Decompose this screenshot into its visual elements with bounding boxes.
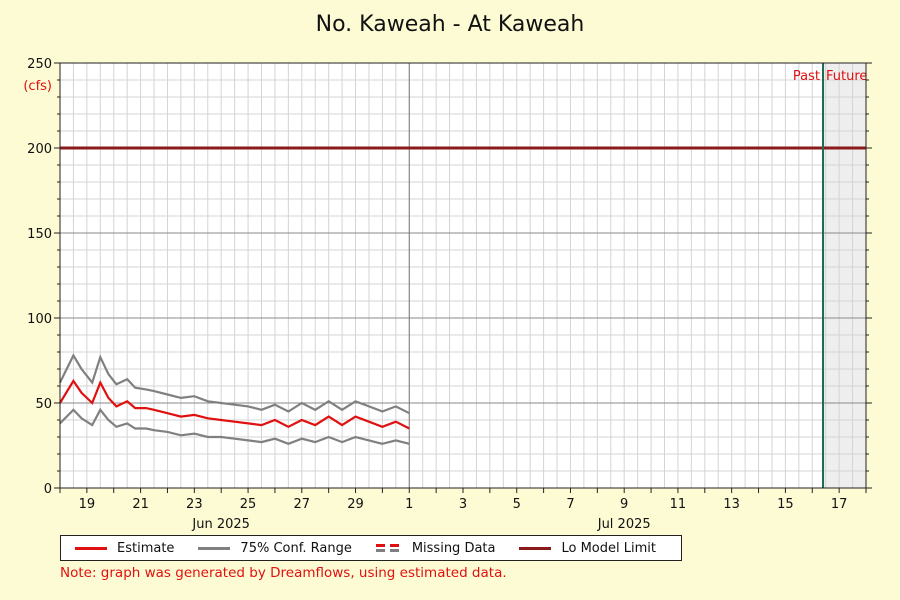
future-label: Future bbox=[826, 69, 867, 84]
legend-item: Missing Data bbox=[375, 540, 496, 556]
legend: Estimate 75% Conf. Range Missing Data Lo Mo… bbox=[60, 535, 682, 561]
x-tick-label: 13 bbox=[723, 497, 740, 512]
x-tick-label: 11 bbox=[670, 497, 687, 512]
legend-label: 75% Conf. Range bbox=[240, 540, 352, 556]
series-conf-lower-line bbox=[59, 407, 410, 445]
chart-title: No. Kaweah - At Kaweah bbox=[315, 12, 585, 37]
y-tick-label: 250 bbox=[27, 57, 52, 72]
x-tick-label: 1 bbox=[405, 497, 413, 512]
y-tick-label: 150 bbox=[27, 227, 52, 242]
y-tick-label: 100 bbox=[27, 312, 52, 327]
legend-swatch bbox=[198, 546, 231, 550]
x-tick-label: 23 bbox=[186, 497, 203, 512]
x-tick-label: 17 bbox=[831, 497, 848, 512]
x-tick-label: 7 bbox=[566, 497, 574, 512]
future-region bbox=[823, 63, 866, 488]
legend-swatch bbox=[519, 546, 552, 550]
x-tick-label: 19 bbox=[79, 497, 96, 512]
x-tick-label: 15 bbox=[777, 497, 794, 512]
legend-label: Estimate bbox=[117, 540, 175, 556]
x-tick-label: 3 bbox=[459, 497, 467, 512]
x-tick-label: 21 bbox=[132, 497, 149, 512]
legend-label: Lo Model Limit bbox=[561, 540, 656, 556]
x-tick-label: 5 bbox=[513, 497, 521, 512]
series-estimate-line bbox=[59, 378, 410, 430]
x-month-label: Jul 2025 bbox=[597, 517, 651, 532]
y-tick-label: 0 bbox=[44, 482, 52, 497]
plot-border bbox=[59, 62, 867, 489]
legend-item: Lo Model Limit bbox=[519, 541, 656, 556]
past-label: Past bbox=[793, 69, 820, 84]
legend-item: Estimate bbox=[75, 541, 174, 556]
legend-swatch bbox=[375, 544, 402, 552]
x-tick-label: 9 bbox=[620, 497, 628, 512]
y-tick-label: 50 bbox=[35, 397, 52, 412]
legend-swatch bbox=[75, 546, 107, 550]
y-unit-label: (cfs) bbox=[23, 79, 52, 94]
legend-label: Missing Data bbox=[411, 540, 496, 556]
x-tick-label: 25 bbox=[240, 497, 257, 512]
legend-item: 75% Conf. Range bbox=[198, 540, 352, 556]
legend-swatch-lower bbox=[375, 549, 402, 552]
generation-note: Note: graph was generated by Dreamflows,… bbox=[60, 565, 507, 581]
x-month-label: Jun 2025 bbox=[191, 517, 250, 532]
y-tick-label: 200 bbox=[27, 142, 52, 157]
x-tick-label: 27 bbox=[294, 497, 311, 512]
series-conf-upper-line bbox=[59, 353, 410, 415]
x-tick-label: 29 bbox=[347, 497, 364, 512]
